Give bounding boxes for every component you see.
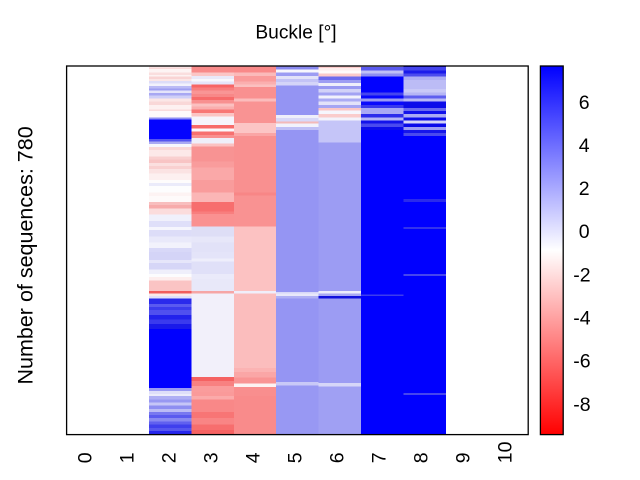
svg-text:5: 5 — [285, 452, 307, 463]
svg-text:7: 7 — [369, 452, 391, 463]
svg-text:4: 4 — [579, 135, 590, 157]
svg-text:0: 0 — [75, 452, 97, 463]
svg-text:6: 6 — [579, 92, 590, 114]
svg-text:-8: -8 — [573, 394, 590, 416]
svg-text:1: 1 — [117, 452, 139, 463]
svg-text:Buckle [°]: Buckle [°] — [255, 23, 336, 44]
svg-text:10: 10 — [495, 441, 517, 463]
svg-text:-6: -6 — [573, 351, 590, 373]
svg-text:2: 2 — [579, 178, 590, 200]
svg-text:-2: -2 — [573, 264, 590, 286]
svg-text:2: 2 — [159, 452, 181, 463]
svg-text:0: 0 — [579, 221, 590, 243]
svg-text:4: 4 — [243, 452, 265, 463]
svg-text:Number of sequences: 780: Number of sequences: 780 — [14, 126, 38, 384]
svg-text:3: 3 — [201, 452, 223, 463]
svg-text:-4: -4 — [573, 308, 590, 330]
svg-text:8: 8 — [411, 452, 433, 463]
svg-text:9: 9 — [453, 452, 475, 463]
svg-text:6: 6 — [327, 452, 349, 463]
